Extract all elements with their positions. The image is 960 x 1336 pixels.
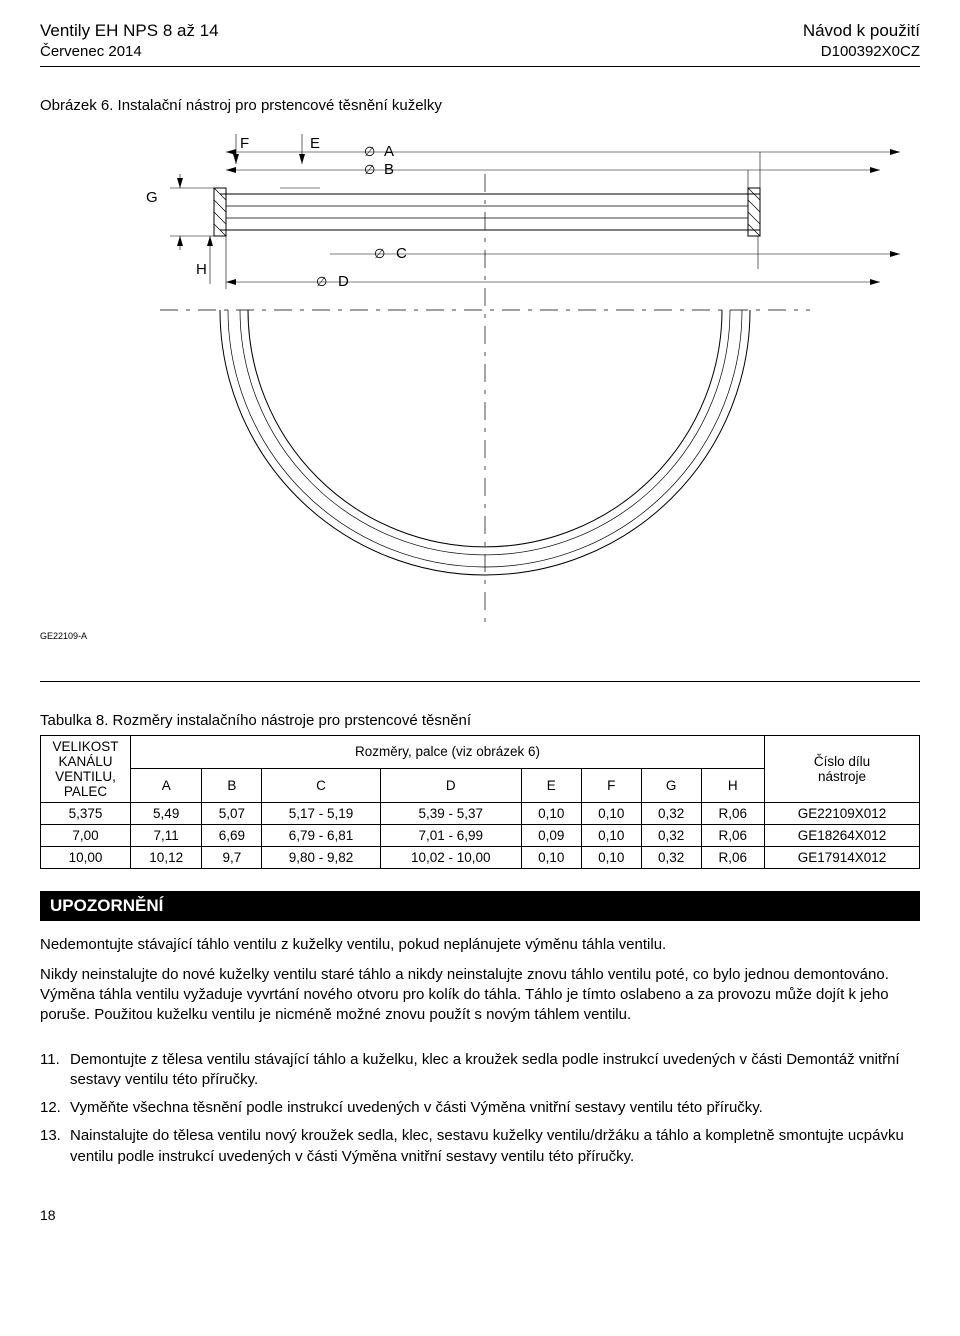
table-col-b: B <box>202 769 262 803</box>
step-text: Vyměňte všechna těsnění podle instrukcí … <box>70 1098 920 1118</box>
list-item: 11.Demontujte z tělesa ventilu stávající… <box>40 1050 920 1091</box>
table-cell: GE18264X012 <box>764 824 919 846</box>
table-cell: 0,32 <box>641 846 701 868</box>
figure-ref: GE22109-A <box>40 631 920 641</box>
dim-label-g: G <box>146 189 158 206</box>
table-cell: 7,00 <box>41 824 131 846</box>
svg-text:∅: ∅ <box>364 162 375 177</box>
table-cell: 10,00 <box>41 846 131 868</box>
table-cell: 9,7 <box>202 846 262 868</box>
header-right: Návod k použití D100392X0CZ <box>803 20 920 62</box>
step-text: Nainstalujte do tělesa ventilu nový krou… <box>70 1126 920 1167</box>
dim-label-a: A <box>384 143 394 160</box>
table-cell: 7,01 - 6,99 <box>380 824 521 846</box>
table-cell: R,06 <box>701 802 764 824</box>
table-col-partnum: Číslo dílu nástroje <box>764 735 919 802</box>
table-col-h: H <box>701 769 764 803</box>
table-col-c: C <box>262 769 380 803</box>
table-cell: 6,69 <box>202 824 262 846</box>
header-date: Červenec 2014 <box>40 42 219 62</box>
table-cell: R,06 <box>701 846 764 868</box>
table-col-d: D <box>380 769 521 803</box>
table-cell: 6,79 - 6,81 <box>262 824 380 846</box>
table-span-header: Rozměry, palce (viz obrázek 6) <box>131 735 765 769</box>
table-col-e: E <box>521 769 581 803</box>
dimensions-table: VELIKOST KANÁLU VENTILU, PALEC Rozměry, … <box>40 735 920 869</box>
table-col-size: VELIKOST KANÁLU VENTILU, PALEC <box>41 735 131 802</box>
dim-label-e: E <box>310 135 320 152</box>
diagram-svg: .ln { stroke:#000; stroke-width:1; fill:… <box>40 124 920 624</box>
list-item: 12.Vyměňte všechna těsnění podle instruk… <box>40 1098 920 1118</box>
table-cell: GE22109X012 <box>764 802 919 824</box>
table-col-f: F <box>581 769 641 803</box>
warning-p1: Nedemontujte stávající táhlo ventilu z k… <box>40 935 920 955</box>
dim-label-h: H <box>196 261 207 278</box>
table-cell: 0,32 <box>641 802 701 824</box>
table-cell: 5,49 <box>131 802 202 824</box>
steps-list: 11.Demontujte z tělesa ventilu stávající… <box>40 1050 920 1167</box>
table-col-g: G <box>641 769 701 803</box>
dim-label-c: C <box>396 245 407 262</box>
step-number: 12. <box>40 1098 70 1118</box>
svg-text:∅: ∅ <box>374 246 385 261</box>
table-cell: R,06 <box>701 824 764 846</box>
table-cell: 0,10 <box>521 846 581 868</box>
table-cell: 0,09 <box>521 824 581 846</box>
step-number: 13. <box>40 1126 70 1167</box>
warning-title: UPOZORNĚNÍ <box>40 891 920 921</box>
dim-label-f: F <box>240 135 249 152</box>
table-cell: 0,10 <box>581 802 641 824</box>
table-cell: 5,375 <box>41 802 131 824</box>
section-divider <box>40 681 920 682</box>
figure-caption: Obrázek 6. Instalační nástroj pro prsten… <box>40 97 920 114</box>
page-header: Ventily EH NPS 8 až 14 Červenec 2014 Náv… <box>40 20 920 67</box>
table-cell: 0,10 <box>581 846 641 868</box>
dim-label-d: D <box>338 273 349 290</box>
step-text: Demontujte z tělesa ventilu stávající tá… <box>70 1050 920 1091</box>
table-row: 5,3755,495,075,17 - 5,195,39 - 5,370,100… <box>41 802 920 824</box>
table-cell: 10,12 <box>131 846 202 868</box>
page-number: 18 <box>40 1207 920 1223</box>
header-title-left: Ventily EH NPS 8 až 14 <box>40 20 219 42</box>
table-col-a: A <box>131 769 202 803</box>
svg-text:∅: ∅ <box>364 144 375 159</box>
table-cell: 0,10 <box>521 802 581 824</box>
table-row: 10,0010,129,79,80 - 9,8210,02 - 10,000,1… <box>41 846 920 868</box>
header-title-right: Návod k použití <box>803 20 920 42</box>
table-row: 7,007,116,696,79 - 6,817,01 - 6,990,090,… <box>41 824 920 846</box>
table-cell: 5,07 <box>202 802 262 824</box>
list-item: 13.Nainstalujte do tělesa ventilu nový k… <box>40 1126 920 1167</box>
table-cell: 0,32 <box>641 824 701 846</box>
dim-label-b: B <box>384 161 394 178</box>
table-cell: 0,10 <box>581 824 641 846</box>
header-doc-number: D100392X0CZ <box>803 42 920 62</box>
table-cell: 5,39 - 5,37 <box>380 802 521 824</box>
table-cell: 7,11 <box>131 824 202 846</box>
table-cell: 9,80 - 9,82 <box>262 846 380 868</box>
table-cell: 10,02 - 10,00 <box>380 846 521 868</box>
table-caption: Tabulka 8. Rozměry instalačního nástroje… <box>40 712 920 729</box>
warning-p2: Nikdy neinstalujte do nové kuželky venti… <box>40 965 920 1026</box>
header-left: Ventily EH NPS 8 až 14 Červenec 2014 <box>40 20 219 62</box>
table-cell: GE17914X012 <box>764 846 919 868</box>
table-cell: 5,17 - 5,19 <box>262 802 380 824</box>
svg-text:∅: ∅ <box>316 274 327 289</box>
step-number: 11. <box>40 1050 70 1091</box>
